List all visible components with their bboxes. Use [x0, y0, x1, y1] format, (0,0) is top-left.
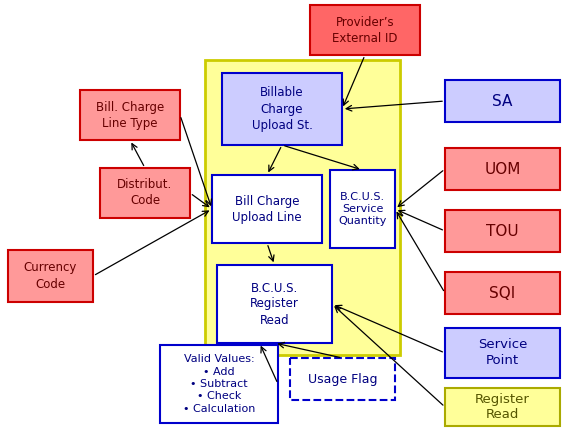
Bar: [212, 175, 322, 243]
Text: Billable
Charge
Upload St.: Billable Charge Upload St.: [252, 86, 312, 132]
Bar: [445, 148, 560, 190]
Text: B.C.U.S.
Register
Read: B.C.U.S. Register Read: [250, 282, 299, 326]
Bar: [445, 272, 560, 314]
Text: Bill Charge
Upload Line: Bill Charge Upload Line: [232, 194, 302, 224]
Text: Register
Read: Register Read: [475, 393, 530, 421]
Text: SQI: SQI: [489, 286, 516, 301]
Text: SA: SA: [492, 93, 513, 108]
Bar: [445, 388, 560, 426]
Bar: [100, 168, 190, 218]
Text: Currency
Code: Currency Code: [24, 261, 77, 291]
Bar: [205, 60, 400, 355]
Text: UOM: UOM: [484, 162, 521, 176]
Text: B.C.U.S.
Service
Quantity: B.C.U.S. Service Quantity: [338, 192, 386, 227]
Bar: [445, 210, 560, 252]
Text: Usage Flag: Usage Flag: [308, 372, 377, 386]
Bar: [160, 345, 278, 423]
Bar: [80, 90, 180, 140]
Bar: [445, 80, 560, 122]
Text: TOU: TOU: [486, 224, 519, 239]
Bar: [290, 358, 395, 400]
Bar: [330, 170, 395, 248]
Text: Valid Values:
• Add
• Subtract
• Check
• Calculation: Valid Values: • Add • Subtract • Check •…: [183, 354, 255, 414]
Text: Service
Point: Service Point: [478, 338, 527, 368]
Bar: [217, 265, 332, 343]
Text: Bill. Charge
Line Type: Bill. Charge Line Type: [96, 101, 164, 129]
Text: Distribut.
Code: Distribut. Code: [117, 178, 172, 208]
Bar: [222, 73, 342, 145]
Bar: [8, 250, 93, 302]
Bar: [445, 328, 560, 378]
Bar: [310, 5, 420, 55]
Text: Provider’s
External ID: Provider’s External ID: [332, 15, 398, 44]
